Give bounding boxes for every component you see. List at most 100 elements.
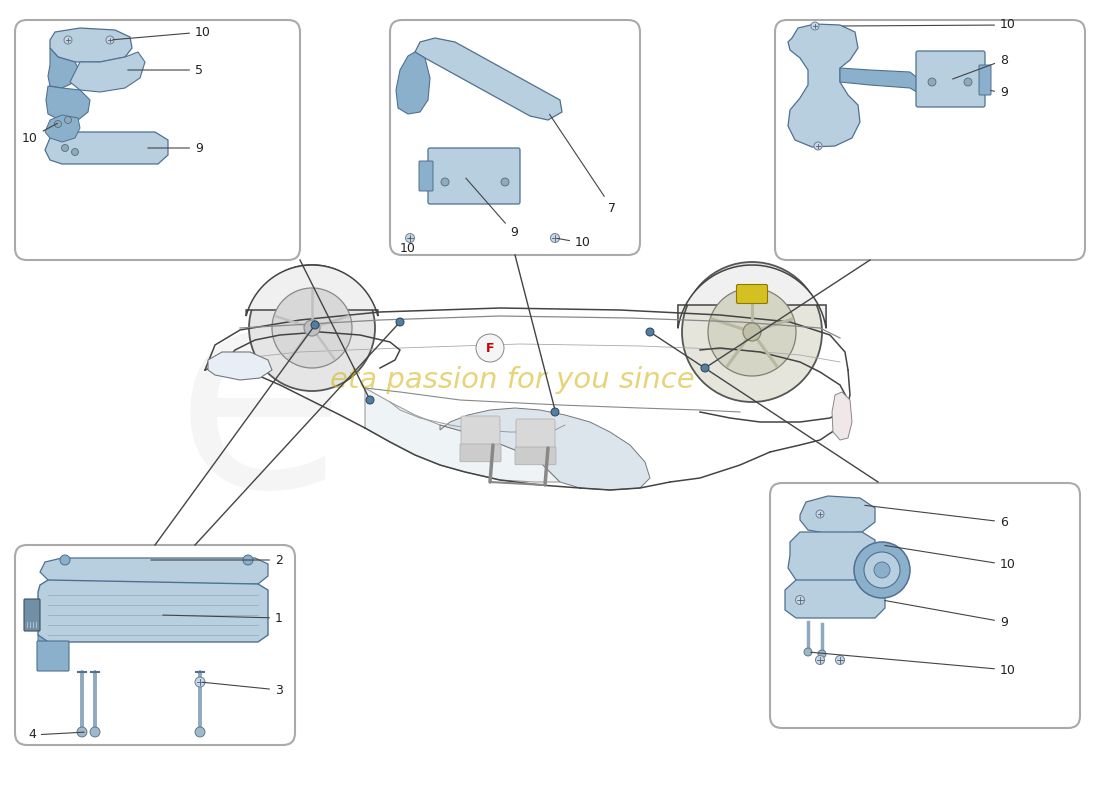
Text: 10: 10 [400, 238, 416, 254]
FancyBboxPatch shape [15, 545, 295, 745]
Text: F: F [486, 342, 494, 354]
Polygon shape [788, 532, 875, 586]
Circle shape [815, 655, 825, 665]
FancyBboxPatch shape [15, 20, 300, 260]
Circle shape [814, 142, 822, 150]
Text: 6: 6 [865, 506, 1008, 529]
FancyBboxPatch shape [461, 416, 500, 447]
Circle shape [804, 648, 812, 656]
Circle shape [701, 364, 710, 372]
Text: 1: 1 [163, 611, 283, 625]
FancyBboxPatch shape [460, 444, 500, 462]
Text: 9: 9 [147, 142, 202, 154]
Circle shape [441, 178, 449, 186]
Text: eta passion for you since: eta passion for you since [330, 366, 694, 394]
Text: 10: 10 [558, 237, 591, 250]
Circle shape [90, 727, 100, 737]
Polygon shape [396, 52, 430, 114]
Text: 9: 9 [884, 601, 1008, 629]
Circle shape [396, 318, 404, 326]
Polygon shape [440, 408, 650, 490]
Circle shape [682, 262, 822, 402]
Text: 10: 10 [811, 652, 1016, 677]
Text: 5: 5 [128, 63, 204, 77]
Circle shape [272, 288, 352, 368]
FancyBboxPatch shape [776, 20, 1085, 260]
Circle shape [366, 396, 374, 404]
Text: 10: 10 [113, 26, 211, 40]
Circle shape [77, 727, 87, 737]
Circle shape [304, 320, 320, 336]
Polygon shape [39, 635, 48, 655]
FancyBboxPatch shape [916, 51, 984, 107]
Text: 3: 3 [202, 682, 283, 697]
Polygon shape [785, 580, 886, 618]
Circle shape [65, 117, 72, 123]
Circle shape [818, 650, 826, 658]
Circle shape [811, 22, 819, 30]
Polygon shape [46, 86, 90, 120]
Text: 10: 10 [884, 546, 1016, 571]
Circle shape [311, 321, 319, 329]
Circle shape [795, 595, 804, 605]
Circle shape [195, 727, 205, 737]
Text: 2: 2 [151, 554, 283, 566]
Text: 9: 9 [991, 86, 1008, 99]
Polygon shape [39, 580, 268, 642]
Circle shape [500, 178, 509, 186]
FancyBboxPatch shape [516, 419, 556, 450]
Polygon shape [40, 558, 268, 584]
Circle shape [964, 78, 972, 86]
Circle shape [646, 328, 654, 336]
Circle shape [928, 78, 936, 86]
FancyBboxPatch shape [515, 447, 556, 465]
Polygon shape [50, 28, 132, 62]
Circle shape [64, 36, 72, 44]
Text: 10: 10 [22, 123, 57, 145]
FancyBboxPatch shape [770, 483, 1080, 728]
FancyBboxPatch shape [428, 148, 520, 204]
FancyBboxPatch shape [37, 641, 69, 671]
Polygon shape [788, 24, 860, 147]
Circle shape [864, 552, 900, 588]
Polygon shape [208, 352, 272, 380]
Circle shape [742, 323, 761, 341]
FancyBboxPatch shape [390, 20, 640, 255]
Circle shape [708, 288, 796, 376]
FancyBboxPatch shape [24, 599, 40, 631]
Text: 8: 8 [953, 54, 1008, 79]
Polygon shape [45, 115, 80, 142]
Circle shape [476, 334, 504, 362]
Polygon shape [45, 132, 168, 164]
Circle shape [874, 562, 890, 578]
Circle shape [550, 234, 560, 242]
Polygon shape [48, 48, 80, 88]
Circle shape [836, 655, 845, 665]
Circle shape [249, 265, 375, 391]
Polygon shape [365, 388, 560, 482]
Circle shape [62, 145, 68, 151]
Circle shape [406, 234, 415, 242]
FancyBboxPatch shape [737, 285, 768, 303]
Text: e: e [175, 275, 345, 545]
FancyBboxPatch shape [979, 65, 991, 95]
Circle shape [816, 510, 824, 518]
Polygon shape [70, 52, 145, 92]
Polygon shape [800, 496, 874, 534]
Circle shape [243, 555, 253, 565]
Circle shape [60, 555, 70, 565]
Circle shape [854, 542, 910, 598]
Circle shape [195, 677, 205, 687]
Circle shape [551, 408, 559, 416]
Polygon shape [678, 265, 826, 328]
Polygon shape [840, 68, 920, 94]
Polygon shape [415, 38, 562, 120]
Circle shape [55, 121, 62, 127]
Text: 7: 7 [550, 114, 616, 214]
Circle shape [106, 36, 114, 44]
Text: 9: 9 [465, 178, 518, 239]
Text: 4: 4 [28, 729, 85, 742]
Polygon shape [246, 265, 378, 316]
Polygon shape [832, 392, 852, 440]
FancyBboxPatch shape [419, 161, 433, 191]
